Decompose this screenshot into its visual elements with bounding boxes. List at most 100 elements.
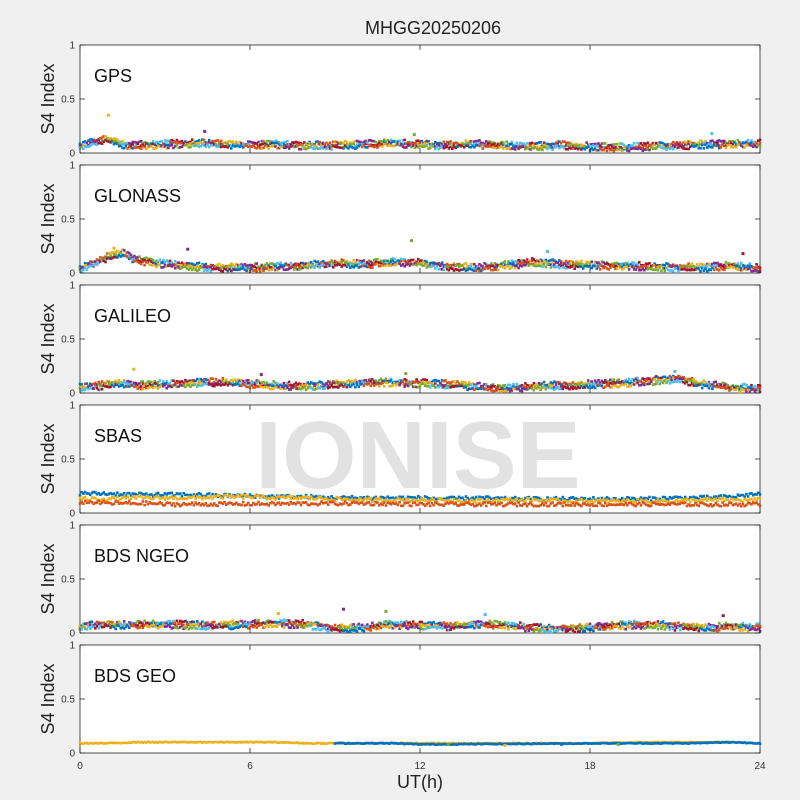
data-point: [226, 502, 230, 505]
data-point: [748, 502, 752, 505]
data-point: [520, 259, 524, 262]
data-point: [700, 386, 704, 390]
panel-label: SBAS: [94, 426, 142, 446]
data-point: [437, 503, 440, 506]
data-point: [656, 379, 660, 383]
data-point: [298, 147, 301, 151]
data-point: [100, 380, 104, 383]
data-point: [474, 495, 478, 499]
data-point: [728, 262, 731, 265]
data-point: [558, 382, 561, 386]
data-point: [471, 144, 474, 147]
data-point: [95, 386, 99, 390]
data-point: [643, 268, 646, 272]
data-point: [114, 139, 117, 143]
data-point: [367, 262, 371, 266]
data-point: [320, 500, 323, 503]
data-point: [547, 499, 551, 502]
data-point: [432, 145, 435, 148]
data-point: [377, 264, 381, 268]
data-point: [347, 379, 350, 382]
data-point: [165, 146, 168, 150]
data-point: [213, 383, 216, 386]
data-point: [733, 503, 736, 506]
data-point: [405, 501, 408, 505]
data-point: [216, 504, 219, 508]
data-point: [388, 140, 391, 144]
data-point: [712, 381, 716, 384]
data-point: [245, 269, 248, 273]
data-point: [495, 265, 498, 269]
data-point: [631, 264, 634, 267]
data-point: [172, 494, 175, 497]
data-point: [328, 500, 332, 504]
data-point: [279, 387, 282, 391]
data-point: [231, 144, 235, 147]
data-point: [162, 380, 165, 383]
data-point: [374, 145, 378, 148]
data-point: [593, 504, 597, 507]
data-point: [139, 494, 143, 498]
data-point: [604, 499, 607, 503]
data-point: [700, 143, 704, 147]
data-point: [692, 268, 695, 272]
data-point: [197, 492, 201, 495]
data-point: [542, 144, 546, 147]
panel-label: GALILEO: [94, 306, 171, 326]
data-point: [542, 145, 546, 149]
data-point: [260, 385, 264, 389]
data-point: [695, 496, 699, 500]
data-point: [167, 501, 170, 505]
data-point: [189, 493, 192, 497]
data-point: [248, 263, 252, 267]
data-point: [204, 143, 208, 147]
data-point: [231, 268, 235, 271]
data-point: [740, 388, 743, 392]
data-point: [296, 494, 299, 498]
data-point: [80, 389, 83, 392]
data-point: [547, 143, 551, 146]
data-point: [464, 384, 468, 387]
data-point: [697, 497, 701, 501]
data-point: [167, 382, 170, 386]
data-point: [345, 146, 349, 149]
data-point: [230, 262, 233, 265]
data-point: [702, 498, 706, 501]
data-point: [632, 497, 636, 500]
data-point: [355, 143, 359, 146]
data-point: [143, 258, 146, 262]
data-point: [406, 497, 410, 501]
data-point: [286, 384, 289, 388]
data-point: [374, 497, 378, 500]
data-point: [420, 379, 423, 382]
data-point: [697, 146, 701, 150]
data-point: [588, 504, 592, 507]
data-point: [364, 142, 367, 146]
data-point: [723, 268, 726, 272]
data-point: [546, 249, 549, 253]
data-point: [549, 263, 553, 266]
data-point: [706, 499, 709, 502]
data-point: [189, 379, 192, 383]
data-point: [704, 139, 707, 143]
data-point: [522, 142, 525, 145]
data-point: [551, 498, 554, 501]
data-point: [740, 267, 743, 270]
data-point: [447, 502, 451, 505]
data-point: [651, 496, 655, 499]
data-point: [247, 145, 250, 149]
data-point: [580, 262, 583, 266]
data-point: [109, 624, 112, 627]
data-point: [189, 381, 192, 384]
data-point: [162, 266, 165, 269]
data-point: [551, 261, 554, 264]
data-point: [332, 261, 335, 264]
data-point: [512, 382, 515, 386]
data-point: [349, 143, 352, 146]
data-point: [631, 144, 634, 147]
data-point: [362, 503, 366, 506]
data-point: [367, 497, 371, 500]
data-point: [558, 263, 561, 267]
data-point: [296, 383, 299, 386]
data-point: [598, 263, 602, 266]
